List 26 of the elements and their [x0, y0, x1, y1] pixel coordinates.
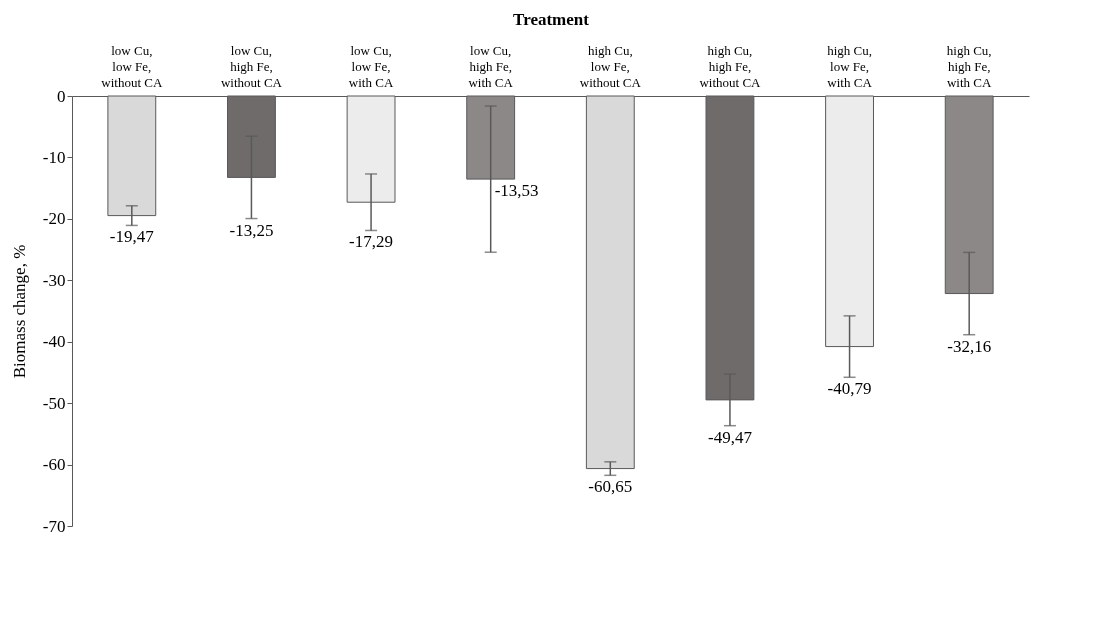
data-label: -19,47: [109, 227, 155, 247]
x-axis-title: Treatment: [513, 9, 590, 29]
y-tick-label: -70: [42, 516, 66, 536]
y-tick-label: -40: [42, 332, 66, 352]
y-axis-title: Biomass change, %: [9, 244, 29, 379]
y-tick-label: -10: [42, 147, 66, 167]
data-label: -40,79: [827, 379, 872, 399]
data-label: -32,16: [947, 336, 992, 356]
y-tick-label: -20: [42, 209, 66, 229]
y-tick-label: -50: [42, 393, 66, 413]
x-tick-label: low Cu, high Fe, with CA: [468, 42, 514, 90]
x-tick-label: low Cu, high Fe, without CA: [220, 42, 283, 90]
x-tick-label: high Cu, low Fe, with CA: [827, 42, 873, 90]
data-label: -49,47: [707, 427, 753, 447]
x-tick-label: high Cu, high Fe, without CA: [699, 42, 762, 90]
y-tick-label: 0: [57, 86, 66, 106]
y-tick-label: -30: [42, 270, 66, 290]
data-label: -13,53: [494, 181, 539, 201]
x-tick-label: low Cu, low Fe, with CA: [348, 42, 394, 90]
x-tick-label: high Cu, low Fe, without CA: [579, 42, 642, 90]
data-label: -13,25: [229, 220, 274, 240]
x-tick-label: low Cu, low Fe, without CA: [101, 42, 163, 90]
data-label: -60,65: [588, 477, 633, 497]
x-tick-label: high Cu, high Fe, with CA: [946, 42, 993, 90]
y-tick-label: -60: [42, 455, 66, 475]
data-label: -17,29: [349, 232, 394, 252]
